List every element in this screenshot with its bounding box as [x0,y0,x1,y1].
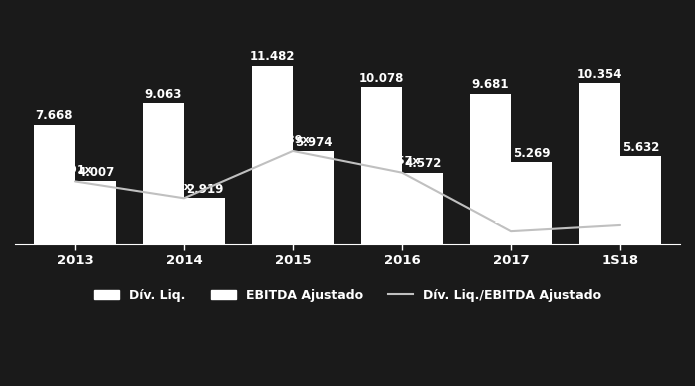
Text: 11.482: 11.482 [250,50,295,63]
Text: 2,57x: 2,57x [385,156,419,166]
Bar [75,181,116,244]
Bar [252,66,293,244]
Text: 9.681: 9.681 [472,78,509,91]
Bar [33,125,75,244]
Text: 4.007: 4.007 [77,166,114,179]
Text: 1,54x: 1,54x [603,209,637,219]
Text: 4.572: 4.572 [404,157,441,170]
Text: 5.974: 5.974 [295,135,332,149]
Bar [620,156,662,244]
Bar [184,198,225,244]
Legend: Dív. Liq., EBITDA Ajustado, Dív. Liq./EBITDA Ajustado: Dív. Liq., EBITDA Ajustado, Dív. Liq./EB… [89,284,606,307]
Bar [511,162,553,244]
Text: 7.668: 7.668 [35,109,73,122]
Text: 5.269: 5.269 [513,147,550,159]
Bar [470,93,511,244]
Text: 3,89x: 3,89x [276,135,310,145]
Text: 1,84x: 1,84x [493,215,528,225]
Bar [142,103,184,244]
Bar [361,87,402,244]
Text: 2.919: 2.919 [186,183,223,196]
Bar [293,151,334,244]
Text: 10.354: 10.354 [577,68,622,81]
Text: 10.078: 10.078 [359,72,404,85]
Text: 9.063: 9.063 [145,88,182,101]
Bar [579,83,620,244]
Text: 5.632: 5.632 [622,141,660,154]
Text: 1x: 1x [177,182,191,192]
Bar [402,173,443,244]
Text: 1,91x: 1,91x [58,165,92,175]
